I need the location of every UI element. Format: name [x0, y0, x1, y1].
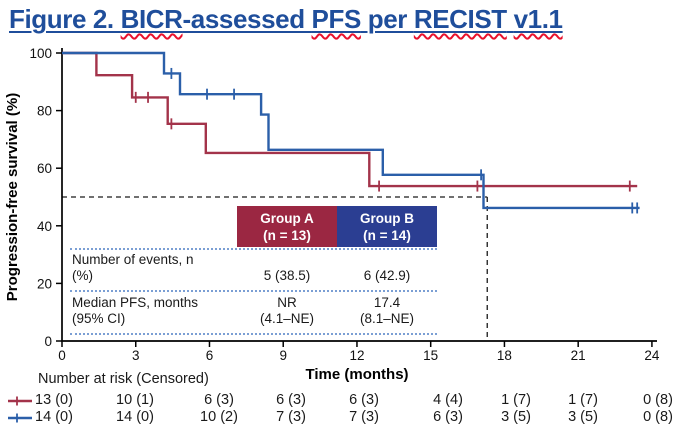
axes	[61, 48, 657, 342]
x-tick-label: 3	[132, 348, 140, 363]
y-tick-label: 100	[29, 46, 52, 61]
risk-count: 0 (8)	[643, 409, 673, 425]
risk-count: 4 (4)	[433, 392, 463, 408]
x-tick-label: 18	[497, 348, 512, 363]
x-axis-label: Time (months)	[305, 366, 408, 383]
title-text: -assessed	[182, 4, 312, 34]
title-word-misspelled: PFS	[311, 4, 362, 34]
km-curve-group-b	[62, 51, 640, 210]
y-tick-label: 60	[37, 161, 52, 176]
x-tick-label: 9	[279, 348, 287, 363]
y-tick-label: 20	[37, 276, 52, 291]
x-tick-label: 24	[644, 348, 660, 363]
risk-count: 7 (3)	[349, 409, 379, 425]
title-word-misspelled: RECIST	[413, 4, 507, 34]
y-tick-label: 0	[44, 334, 52, 349]
risk-count: 10 (2)	[200, 409, 238, 425]
title-word-misspelled: v1.1	[513, 4, 563, 34]
x-tick-label: 15	[423, 348, 438, 363]
y-axis-label: Progression-free survival (%)	[4, 93, 21, 301]
x-tick-label: 21	[571, 348, 586, 363]
risk-count: 0 (8)	[643, 392, 673, 408]
risk-count: 1 (7)	[501, 392, 531, 408]
risk-count: 10 (1)	[116, 392, 154, 408]
risk-count: 14 (0)	[35, 409, 73, 425]
risk-count: 6 (3)	[349, 392, 379, 408]
title-text: per	[360, 4, 414, 34]
risk-row-group-b: 14 (0) 14 (0) 10 (2) 7 (3) 7 (3) 6 (3) 3 (5) 3 …	[0, 409, 679, 427]
risk-count: 3 (5)	[501, 409, 531, 425]
x-tick-label: 0	[58, 348, 66, 363]
risk-count: 13 (0)	[35, 392, 73, 408]
risk-count: 6 (3)	[433, 409, 463, 425]
title-word-misspelled: BICR	[120, 4, 183, 34]
risk-legend-line-icon	[8, 413, 32, 423]
risk-count: 3 (5)	[568, 409, 598, 425]
title-text: Figure 2.	[9, 4, 121, 34]
y-tick-label: 80	[37, 104, 52, 119]
risk-count: 1 (7)	[568, 392, 598, 408]
x-tick-label: 12	[349, 348, 364, 363]
risk-count: 7 (3)	[276, 409, 306, 425]
risk-row-group-a: 13 (0) 10 (1) 6 (3) 6 (3) 6 (3) 4 (4) 1 (7) 1 (…	[0, 392, 679, 410]
km-curve-group-a	[62, 51, 638, 188]
risk-table-header: Number at risk (Censored)	[38, 371, 209, 387]
x-tick-label: 6	[206, 348, 214, 363]
y-tick-label: 40	[37, 219, 52, 234]
risk-count: 6 (3)	[204, 392, 234, 408]
risk-count: 6 (3)	[276, 392, 306, 408]
risk-count: 14 (0)	[116, 409, 154, 425]
risk-legend-line-icon	[8, 396, 32, 406]
figure-title: Figure 2. BICR-assessed PFS per RECIST v…	[9, 4, 677, 35]
